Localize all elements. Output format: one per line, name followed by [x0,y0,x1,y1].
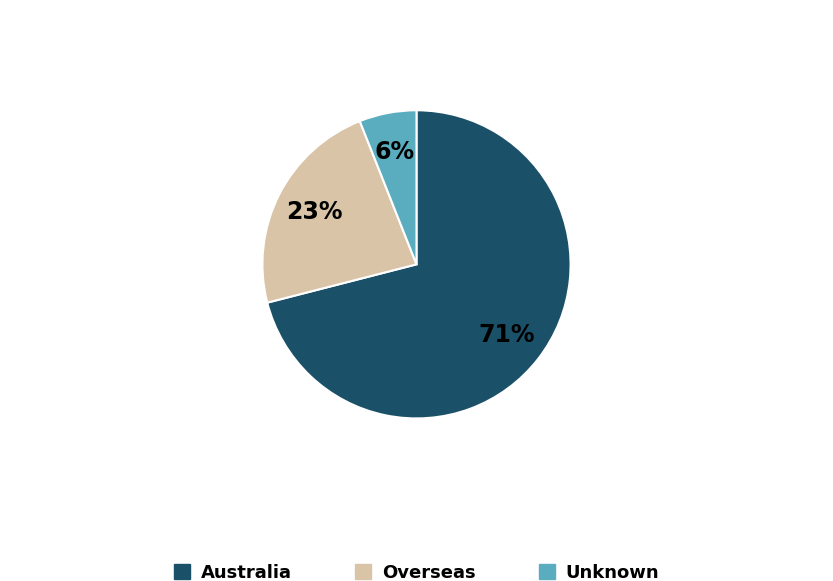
Text: 6%: 6% [375,140,415,164]
Text: 71%: 71% [479,322,536,347]
Text: 23%: 23% [287,200,342,224]
Legend: Australia, Overseas, Unknown: Australia, Overseas, Unknown [165,555,668,581]
Wedge shape [267,110,571,418]
Wedge shape [360,110,416,264]
Wedge shape [262,121,416,303]
